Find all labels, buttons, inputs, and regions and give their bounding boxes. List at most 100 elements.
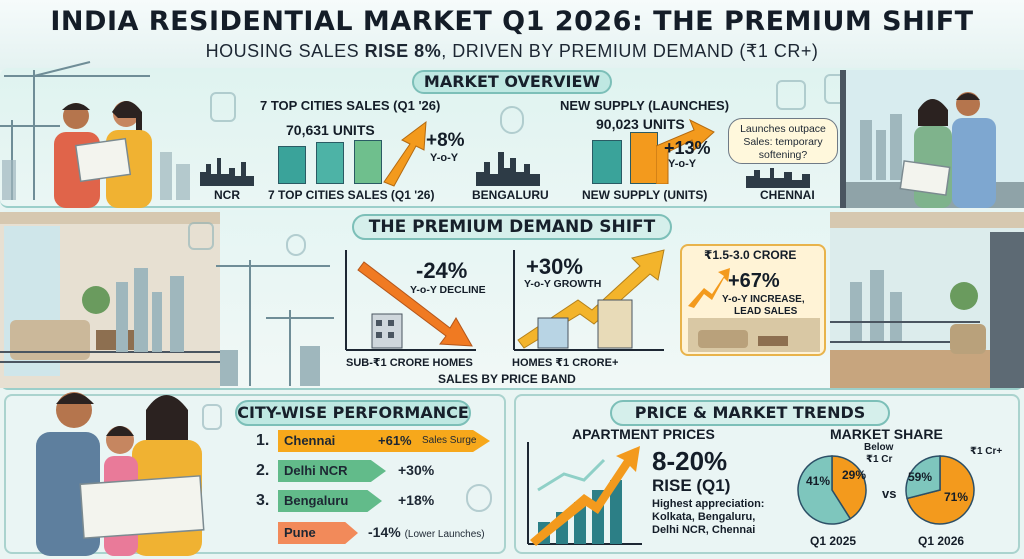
supply-units: 90,023 UNITS [596,116,685,132]
ncr-label: NCR [214,188,240,202]
supply-bar-2 [630,132,658,184]
chennai-skyline [746,168,810,188]
money-bag-icon-2 [466,484,492,512]
city-name-chennai: Chennai [284,433,336,448]
balcony-illustration [830,212,1024,388]
above1cr-caption: HOMES ₹1 CRORE+ [512,357,619,369]
sales-bar-2 [316,142,344,184]
pie-2026-slice-1 [905,455,941,500]
city-name-bengaluru: Bengaluru [284,493,349,508]
pie-q1-2026 [905,455,975,525]
price-rise: 8-20% [652,446,728,476]
city-name-delhi: Delhi NCR [284,463,348,478]
sub1cr-label: Y-o-Y DECLINE [410,284,486,296]
money-bag-icon [500,106,524,134]
rupee-phone-icon [776,80,806,110]
family-illustration [36,392,205,556]
sales-axis-label: 7 TOP CITIES SALES (Q1 '26) [268,188,435,202]
pies-vs: vs [882,486,897,501]
premium-growth-arrow [688,268,730,308]
calculator-icon [210,92,236,122]
sub1cr-change: -24% [416,258,468,283]
appreciation-3: Delhi NCR, Chennai [652,524,756,536]
city-row-pune: Pune [278,522,358,544]
legend-below-2: ₹1 Cr [866,454,893,465]
premium-band-card: ₹1.5-3.0 CRORE +67% Y-o-Y INCREASE, LEAD… [680,244,826,356]
balcony-couple-illustration [840,70,1024,208]
page-title: INDIA RESIDENTIAL MARKET Q1 2026: THE PR… [50,6,974,37]
sales-growth-arrow [383,120,427,187]
premium-label-1: Y-o-Y INCREASE, [722,294,805,305]
calculator-icon-2 [188,222,214,250]
calculator-icon-3 [202,404,222,430]
apartment-title: APARTMENT PRICES [572,426,715,442]
pune-value: -14% [368,524,401,540]
rank-1: 1. [256,432,270,449]
supply-change: +13% [664,138,711,158]
key-icon [286,234,306,256]
sales-units: 70,631 UNITS [286,122,375,138]
sales-change: +8% [426,130,465,151]
supply-axis-label: NEW SUPPLY (UNITS) [582,188,708,202]
supply-growth-arrow [656,118,715,184]
q1-2025-label: Q1 2025 [810,534,857,548]
trends-heading: PRICE & MARKET TRENDS [610,400,890,426]
construction-cranes [216,260,334,386]
launches-callout: Launches outpace Sales: temporary soften… [728,118,838,164]
legend-below: Below [864,442,894,453]
above1cr-label: Y-o-Y GROWTH [524,278,602,290]
supply-change-label: Y-o-Y [668,158,697,170]
sales-change-label: Y-o-Y [430,152,459,164]
crane-illustration [0,61,190,200]
premium-change: +67% [728,270,780,292]
market-share-pies [797,455,975,525]
bengaluru-label: BENGALURU [472,188,549,202]
city-row-delhi: Delhi NCR [278,460,386,482]
header: INDIA RESIDENTIAL MARKET Q1 2026: THE PR… [0,0,1024,70]
city-row-bengaluru: Bengaluru [278,490,382,512]
sales-bar-1 [278,146,306,184]
subtitle-pre: HOUSING SALES [205,41,365,61]
chennai-label: CHENNAI [760,188,815,202]
ncr-skyline [200,158,254,186]
above1cr-change: +30% [526,254,583,279]
premium-shift-heading: THE PREMIUM DEMAND SHIFT [352,214,672,240]
sales-title: 7 TOP CITIES SALES (Q1 '26) [260,98,441,113]
pie-2025-slice-1 [797,455,852,525]
city-name-pune: Pune [284,525,316,540]
bengaluru-skyline [476,152,540,186]
subtitle-bold: RISE 8% [364,41,442,61]
sub1cr-chart [345,250,476,351]
market-overview-heading: MARKET OVERVIEW [412,70,612,94]
premium-label-2: LEAD SALES [734,306,798,317]
pie-2025-right-label: 29% [842,468,867,482]
pie-2026-top-label: 59% [908,470,933,484]
supply-title: NEW SUPPLY (LAUNCHES) [560,98,730,113]
living-room-illustration [0,212,220,388]
pie-2025-left-label: 41% [806,474,831,488]
pie-2026-bottom-label: 71% [944,490,969,504]
pie-q1-2025 [797,455,867,525]
city-performance-heading: CITY-WISE PERFORMANCE [235,400,471,426]
city-note-chennai: Sales Surge [422,435,477,446]
city-value-chennai: +61% [378,433,412,448]
share-title: MARKET SHARE [830,426,943,442]
supply-bar-1 [592,140,622,184]
city-value-delhi: +30% [398,462,435,478]
sales-bar-3 [354,140,382,184]
band-caption: SALES BY PRICE BAND [438,372,576,386]
rank-3: 3. [256,492,270,509]
premium-band: ₹1.5-3.0 CRORE [704,248,797,262]
couple-illustration [54,101,152,208]
apartment-price-chart [527,442,642,546]
city-value-pune: -14% (Lower Launches) [368,524,485,540]
sub1cr-caption: SUB-₹1 CRORE HOMES [346,357,473,369]
q1-2026-label: Q1 2026 [918,534,965,548]
city-row-chennai: Chennai +61% Sales Surge [278,430,490,452]
price-rise-label: RISE (Q1) [652,476,731,495]
above1cr-chart [513,249,665,351]
page-subtitle: HOUSING SALES RISE 8%, DRIVEN BY PREMIUM… [0,41,1024,62]
pune-note: (Lower Launches) [404,529,485,540]
appreciation-1: Highest appreciation: [652,498,765,510]
city-value-bengaluru: +18% [398,492,435,508]
